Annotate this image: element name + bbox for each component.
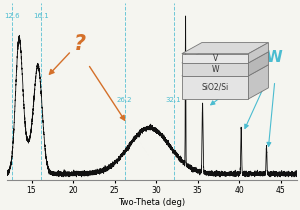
Polygon shape xyxy=(182,54,248,63)
Text: ?: ? xyxy=(74,34,86,54)
Text: W: W xyxy=(266,50,282,65)
Text: SiO2/Si: SiO2/Si xyxy=(202,83,229,92)
Polygon shape xyxy=(182,76,248,99)
Polygon shape xyxy=(182,65,268,76)
Text: 16.1: 16.1 xyxy=(33,13,49,19)
Text: 12.6: 12.6 xyxy=(4,13,20,19)
Text: V: V xyxy=(212,54,218,63)
Polygon shape xyxy=(248,65,268,99)
Text: 32.1: 32.1 xyxy=(166,97,181,103)
Polygon shape xyxy=(248,52,268,76)
Text: 26.2: 26.2 xyxy=(117,97,132,103)
Polygon shape xyxy=(182,52,268,63)
X-axis label: Two-Theta (deg): Two-Theta (deg) xyxy=(118,198,185,207)
Polygon shape xyxy=(182,43,268,54)
Polygon shape xyxy=(182,63,248,76)
Polygon shape xyxy=(248,43,268,63)
Text: W: W xyxy=(212,65,219,74)
